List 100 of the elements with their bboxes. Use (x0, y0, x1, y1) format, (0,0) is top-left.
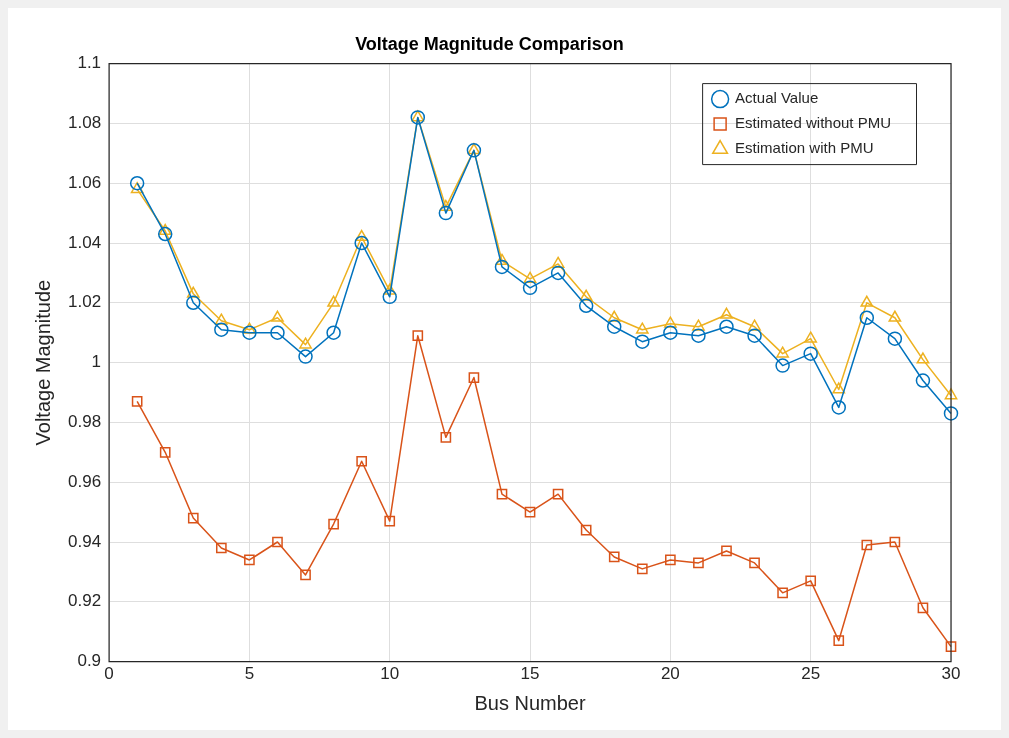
point (157, 226, 173, 242)
point (776, 346, 789, 358)
point (635, 334, 650, 349)
point (186, 295, 201, 311)
point (804, 331, 818, 343)
y-tick-label: 1.06 (67, 172, 102, 192)
point (186, 286, 200, 298)
point (606, 319, 622, 334)
point (943, 406, 959, 421)
point (270, 325, 285, 340)
point (159, 446, 171, 458)
x-tick-label: 10 (380, 664, 400, 684)
point (523, 271, 537, 283)
point (832, 382, 846, 394)
x-axis-title: Bus Number (474, 691, 586, 714)
point (382, 289, 397, 305)
point (831, 400, 846, 415)
point (803, 346, 818, 361)
point (300, 569, 311, 581)
point (889, 536, 901, 548)
point (438, 205, 454, 221)
point (608, 551, 620, 563)
y-tick-label: 0.98 (67, 412, 102, 432)
point (720, 307, 733, 319)
point (354, 235, 369, 251)
point (468, 372, 480, 383)
point (833, 635, 845, 647)
y-tick-label: 0.96 (67, 471, 102, 491)
point (805, 575, 817, 587)
point (495, 253, 509, 265)
x-tick-label: 5 (244, 664, 255, 684)
point (522, 280, 538, 296)
point (579, 289, 593, 301)
point (719, 319, 734, 334)
point (552, 488, 564, 500)
x-tick-label: 25 (801, 664, 821, 684)
point (915, 373, 931, 388)
point (524, 506, 536, 518)
point (187, 512, 199, 524)
point (888, 310, 902, 322)
point (271, 310, 284, 322)
point (244, 554, 255, 566)
point (298, 349, 313, 364)
point (748, 319, 761, 331)
point (580, 524, 592, 536)
point (327, 295, 340, 307)
point (272, 536, 283, 548)
point (693, 557, 704, 569)
y-tick-label: 0.94 (67, 531, 102, 551)
point (691, 328, 706, 343)
point (440, 432, 452, 443)
y-tick-label: 0.9 (77, 651, 102, 671)
point (158, 223, 172, 236)
point (299, 337, 312, 349)
point (439, 199, 453, 212)
point (214, 322, 229, 337)
point (550, 265, 566, 281)
point (216, 542, 227, 554)
point (692, 319, 705, 331)
point (945, 641, 957, 652)
point (607, 310, 621, 322)
point (635, 322, 649, 334)
y-axis-title: Voltage Magnitude (31, 279, 54, 446)
x-tick-label: 20 (660, 664, 680, 684)
y-tick-label: 1.08 (67, 113, 102, 133)
point (326, 325, 341, 340)
point (383, 283, 397, 295)
chart-title: Voltage Magnitude Comparison (355, 33, 624, 54)
x-tick-label: 0 (104, 664, 114, 684)
point (721, 545, 732, 557)
point (775, 358, 790, 373)
point (859, 310, 875, 325)
point (636, 563, 648, 575)
point (129, 175, 145, 191)
x-tick-label: 15 (520, 664, 540, 684)
point (214, 313, 228, 325)
point (777, 587, 788, 599)
y-tick-label: 0.92 (67, 591, 102, 611)
point (887, 331, 903, 346)
point (412, 330, 424, 342)
point (747, 328, 762, 343)
point (944, 388, 958, 400)
y-tick-label: 1.04 (67, 232, 102, 252)
legend-label: Actual Value (735, 89, 819, 107)
point (243, 322, 256, 334)
legend-label: Estimation with PMU (735, 139, 874, 157)
point (496, 488, 508, 500)
point (861, 539, 873, 551)
point (578, 298, 594, 314)
point (749, 557, 760, 569)
point (355, 229, 369, 242)
point (328, 518, 339, 530)
point (131, 396, 143, 407)
point (384, 515, 396, 527)
point (356, 455, 368, 467)
point (551, 256, 565, 268)
x-tick-label: 30 (941, 664, 961, 684)
point (663, 325, 678, 340)
y-tick-label: 1.02 (67, 292, 102, 312)
point (242, 325, 257, 340)
